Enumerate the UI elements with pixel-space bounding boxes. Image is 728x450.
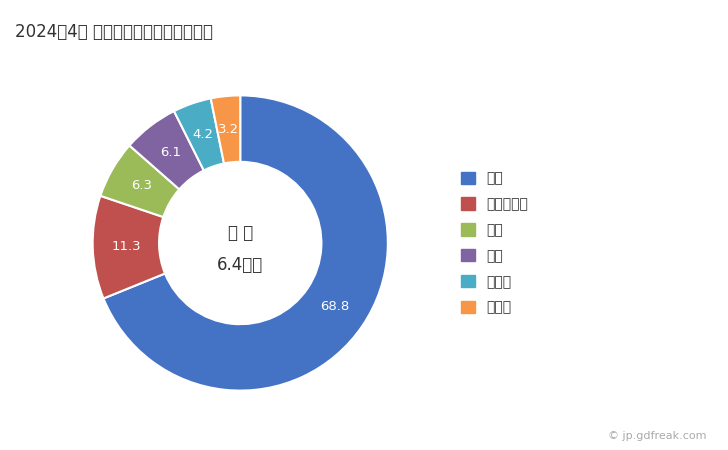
Wedge shape bbox=[210, 95, 240, 163]
Wedge shape bbox=[92, 196, 165, 298]
Text: 68.8: 68.8 bbox=[320, 301, 349, 313]
Text: 3.2: 3.2 bbox=[218, 123, 240, 136]
Text: 総 額: 総 額 bbox=[228, 224, 253, 242]
Wedge shape bbox=[103, 95, 388, 391]
Text: 11.3: 11.3 bbox=[111, 240, 141, 253]
Text: © jp.gdfreak.com: © jp.gdfreak.com bbox=[608, 431, 706, 441]
Wedge shape bbox=[130, 111, 204, 189]
Wedge shape bbox=[100, 145, 179, 217]
Text: 6.3: 6.3 bbox=[130, 179, 151, 192]
Legend: 中国, マレーシア, 米国, タイ, インド, その他: 中国, マレーシア, 米国, タイ, インド, その他 bbox=[462, 171, 528, 315]
Text: 2024年4月 輸出相手国のシェア（％）: 2024年4月 輸出相手国のシェア（％） bbox=[15, 22, 213, 40]
Text: 6.4億円: 6.4億円 bbox=[217, 256, 264, 274]
Text: 6.1: 6.1 bbox=[160, 146, 181, 159]
Text: 4.2: 4.2 bbox=[192, 128, 213, 141]
Wedge shape bbox=[174, 99, 224, 171]
